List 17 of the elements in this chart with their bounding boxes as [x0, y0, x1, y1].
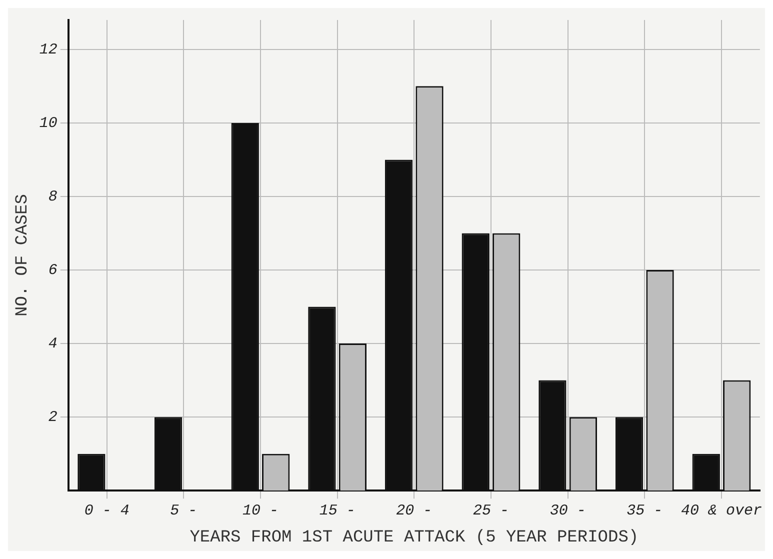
y-tick-label: 2: [48, 409, 58, 426]
y-tick-label: 10: [39, 114, 58, 132]
y-tick-label: 8: [48, 188, 58, 206]
x-axis-title: YEARS FROM 1ST ACUTE ATTACK (5 YEAR PERIODS): [190, 528, 639, 548]
x-tick-label: 20 -: [396, 502, 432, 520]
x-tick-label: 40 & over: [680, 502, 762, 520]
x-tick-label: 10 -: [242, 502, 278, 520]
x-tick-label: 0 - 4: [84, 502, 130, 520]
x-tick-label: 15 -: [319, 502, 356, 520]
x-tick-label: 5 -: [170, 502, 198, 520]
x-tick-label: 35 -: [626, 502, 663, 520]
y-tick-label: 12: [39, 41, 58, 58]
x-tick-label: 30 -: [550, 502, 586, 520]
y-axis-title: NO. OF CASES: [14, 194, 33, 317]
y-tick-label: 4: [48, 336, 58, 353]
x-tick-label: 25 -: [472, 502, 509, 520]
y-tick-label: 6: [48, 262, 58, 279]
